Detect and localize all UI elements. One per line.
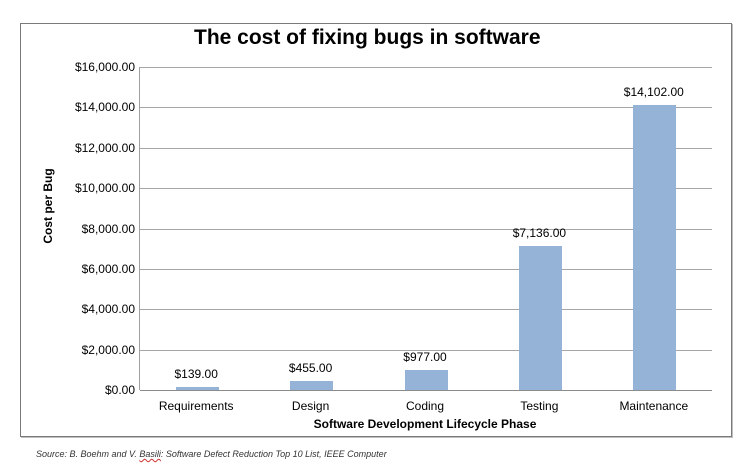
y-tick-label: $6,000.00	[81, 261, 135, 276]
y-tick-label: $4,000.00	[81, 302, 135, 317]
y-tick-label: $10,000.00	[74, 181, 135, 196]
gridline	[140, 228, 712, 230]
bar-testing	[518, 245, 562, 390]
gridline	[140, 349, 712, 351]
data-label: $455.00	[288, 360, 333, 375]
y-tick-label: $12,000.00	[74, 140, 135, 155]
gridline	[140, 268, 712, 270]
y-axis-label: Cost per Bug	[41, 168, 55, 244]
bar-maintenance	[633, 105, 677, 390]
plot-area	[139, 67, 712, 391]
data-label: $7,136.00	[512, 225, 567, 240]
y-tick-label: $8,000.00	[81, 221, 135, 236]
gridline	[140, 188, 712, 190]
source-note: Source: B. Boehm and V. Basili: Software…	[36, 449, 387, 459]
gridline	[140, 107, 712, 109]
x-axis-line	[140, 390, 712, 391]
x-tick-label: Maintenance	[619, 399, 689, 413]
chart-frame	[20, 23, 732, 437]
gridline	[140, 309, 712, 311]
x-tick-label: Testing	[520, 399, 559, 413]
y-tick-label: $16,000.00	[74, 60, 135, 74]
x-axis-label: Software Development Lifecycle Phase	[313, 417, 537, 431]
gridline	[140, 147, 712, 149]
data-label: $977.00	[403, 350, 447, 365]
data-label: $14,102.00	[623, 85, 684, 100]
x-tick-label: Requirements	[158, 399, 234, 413]
gridline	[140, 67, 712, 68]
x-tick-label: Coding	[405, 399, 445, 413]
bar-requirements	[175, 387, 219, 390]
bar-coding	[404, 370, 448, 390]
chart-title: The cost of fixing bugs in software	[194, 26, 541, 49]
y-tick-label: $0.00	[104, 383, 135, 397]
bar-design	[290, 380, 334, 390]
y-tick-label: $14,000.00	[74, 100, 135, 115]
x-tick-label: Design	[291, 399, 330, 413]
spellcheck-flagged-word: Basili	[139, 449, 161, 459]
y-tick-label: $2,000.00	[81, 342, 135, 357]
data-label: $139.00	[174, 367, 218, 382]
